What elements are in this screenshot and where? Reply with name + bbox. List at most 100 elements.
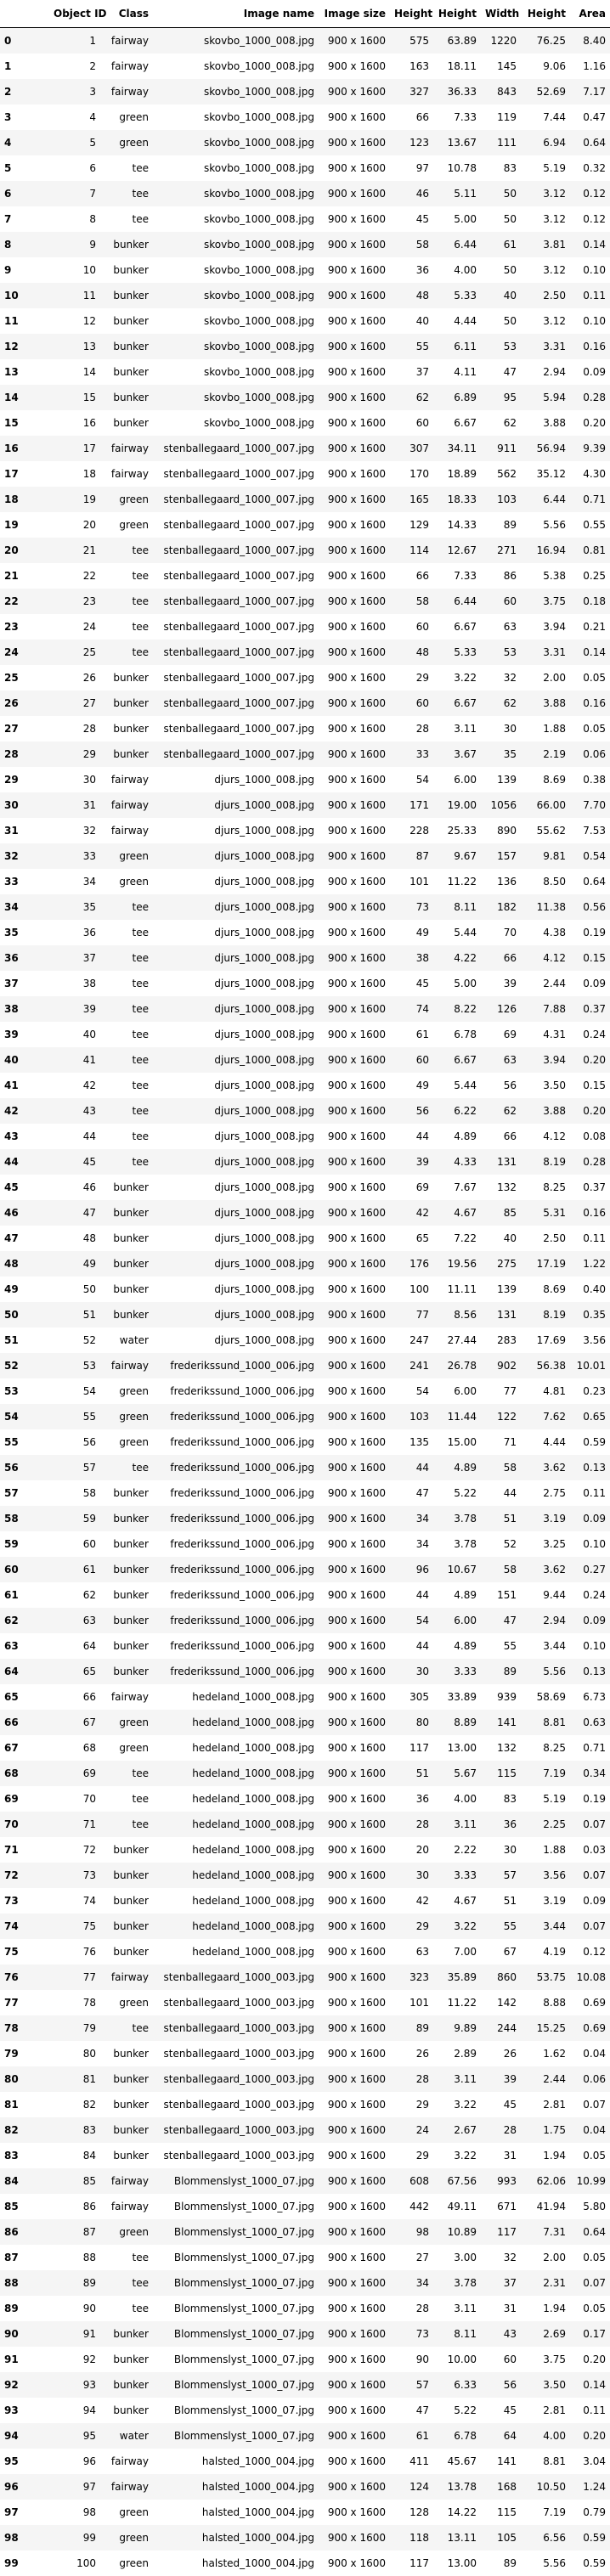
object-id-cell: 66 — [82, 1691, 96, 1703]
height-cell: 117 — [409, 2557, 429, 2569]
height-cell: 100 — [409, 1283, 429, 1295]
object-id-cell: 41 — [82, 1054, 96, 1066]
header-width: Width — [481, 0, 521, 28]
height-cell: 241 — [409, 1360, 429, 1372]
object-id-cell: 18 — [82, 468, 96, 480]
image-size-cell: 900 x 1600 — [327, 2048, 386, 2060]
height-cell: 44 — [415, 1640, 429, 1652]
header-index — [0, 0, 49, 28]
row-index: 0 — [4, 35, 12, 47]
object-id-cell: 88 — [82, 2252, 96, 2263]
width-cell: 902 — [497, 1360, 517, 1372]
image-name-cell: skovbo_1000_008.jpg — [203, 290, 314, 302]
area-cell: 1.16 — [583, 60, 606, 72]
image-size-cell: 900 x 1600 — [327, 621, 386, 633]
object-id-cell: 79 — [82, 2022, 96, 2034]
height-alt-cell: 55.62 — [536, 825, 566, 837]
image-name-cell: stenballegaard_1000_007.jpg — [163, 570, 314, 582]
row-index: 58 — [4, 1513, 19, 1525]
height-scaled-cell: 5.00 — [454, 213, 477, 225]
height-scaled-cell: 5.44 — [454, 927, 477, 939]
height-scaled-cell: 3.78 — [454, 2277, 477, 2289]
width-cell: 55 — [503, 1920, 517, 1932]
table-row: 78 79 tee stenballegaard_1000_003.jpg 900 x … — [0, 2015, 610, 2041]
height-scaled-cell: 27.44 — [447, 1334, 477, 1346]
width-cell: 50 — [503, 213, 517, 225]
height-alt-cell: 8.50 — [543, 876, 566, 888]
object-id-cell: 17 — [82, 442, 96, 454]
width-cell: 89 — [503, 1666, 517, 1677]
image-name-cell: hedeland_1000_008.jpg — [192, 1793, 314, 1805]
image-name-cell: hedeland_1000_008.jpg — [192, 1818, 314, 1830]
table-row: 46 47 bunker djurs_1000_008.jpg 900 x 1600 42… — [0, 1200, 610, 1226]
class-cell: bunker — [113, 1920, 149, 1932]
class-cell: bunker — [113, 2379, 149, 2391]
table-row: 84 85 fairway Blommenslyst_1000_07.jpg 900 x… — [0, 2168, 610, 2194]
row-index: 8 — [4, 239, 12, 251]
area-cell: 0.09 — [583, 1615, 606, 1626]
height-alt-cell: 2.81 — [543, 2404, 566, 2416]
width-cell: 86 — [503, 570, 517, 582]
class-cell: green — [119, 850, 149, 862]
image-name-cell: stenballegaard_1000_003.jpg — [163, 1971, 314, 1983]
table-row: 44 45 tee djurs_1000_008.jpg 900 x 1600 39 4.3… — [0, 1149, 610, 1175]
height-alt-cell: 9.44 — [543, 1589, 566, 1601]
table-row: 85 86 fairway Blommenslyst_1000_07.jpg 900 x… — [0, 2194, 610, 2219]
height-scaled-cell: 3.78 — [454, 1538, 477, 1550]
object-id-cell: 29 — [82, 748, 96, 760]
header-height-alt: Height — [521, 0, 570, 28]
width-cell: 39 — [503, 2073, 517, 2085]
area-cell: 0.59 — [583, 1436, 606, 1448]
table-row: 39 40 tee djurs_1000_008.jpg 900 x 1600 61 6.7… — [0, 1022, 610, 1047]
area-cell: 0.13 — [583, 1462, 606, 1474]
width-cell: 244 — [497, 2022, 517, 2034]
image-size-cell: 900 x 1600 — [327, 1156, 386, 1168]
table-row: 73 74 bunker hedeland_1000_008.jpg 900 x 160… — [0, 1888, 610, 1914]
height-scaled-cell: 5.44 — [454, 1079, 477, 1091]
width-cell: 911 — [497, 442, 517, 454]
image-name-cell: hedeland_1000_008.jpg — [192, 1869, 314, 1881]
image-size-cell: 900 x 1600 — [327, 2277, 386, 2289]
table-row: 67 68 green hedeland_1000_008.jpg 900 x 1600… — [0, 1735, 610, 1761]
area-cell: 0.32 — [583, 162, 606, 174]
height-alt-cell: 6.94 — [543, 137, 566, 149]
row-index: 29 — [4, 774, 19, 786]
area-cell: 10.01 — [576, 1360, 606, 1372]
image-size-cell: 900 x 1600 — [327, 2124, 386, 2136]
table-row: 49 50 bunker djurs_1000_008.jpg 900 x 1600 10… — [0, 1277, 610, 1302]
width-cell: 77 — [503, 1385, 517, 1397]
row-index: 41 — [4, 1079, 19, 1091]
class-cell: fairway — [110, 35, 149, 47]
height-alt-cell: 4.12 — [543, 1130, 566, 1142]
height-scaled-cell: 4.89 — [454, 1589, 477, 1601]
image-size-cell: 900 x 1600 — [327, 1513, 386, 1525]
area-cell: 0.09 — [583, 1513, 606, 1525]
image-name-cell: djurs_1000_008.jpg — [214, 952, 314, 964]
height-scaled-cell: 10.89 — [447, 2226, 477, 2238]
height-alt-cell: 2.69 — [543, 2328, 566, 2340]
height-cell: 44 — [415, 1130, 429, 1142]
width-cell: 131 — [497, 1309, 517, 1321]
height-alt-cell: 16.94 — [536, 544, 566, 556]
row-index: 60 — [4, 1564, 19, 1575]
width-cell: 141 — [497, 1716, 517, 1728]
class-cell: fairway — [110, 2175, 149, 2187]
area-cell: 0.28 — [583, 1156, 606, 1168]
image-name-cell: stenballegaard_1000_007.jpg — [163, 723, 314, 735]
class-cell: tee — [132, 1130, 149, 1142]
class-cell: tee — [132, 1767, 149, 1779]
table-row: 13 14 bunker skovbo_1000_008.jpg 900 x 1600 3… — [0, 359, 610, 385]
image-name-cell: hedeland_1000_008.jpg — [192, 1844, 314, 1856]
height-alt-cell: 3.44 — [543, 1640, 566, 1652]
height-alt-cell: 41.94 — [536, 2201, 566, 2212]
table-row: 47 48 bunker djurs_1000_008.jpg 900 x 1600 65… — [0, 1226, 610, 1251]
height-cell: 56 — [415, 1105, 429, 1117]
width-cell: 45 — [503, 2404, 517, 2416]
object-id-cell: 25 — [82, 646, 96, 658]
width-cell: 62 — [503, 1105, 517, 1117]
class-cell: water — [119, 1334, 149, 1346]
row-index: 26 — [4, 697, 19, 709]
width-cell: 44 — [503, 1487, 517, 1499]
width-cell: 71 — [503, 1436, 517, 1448]
width-cell: 53 — [503, 341, 517, 352]
